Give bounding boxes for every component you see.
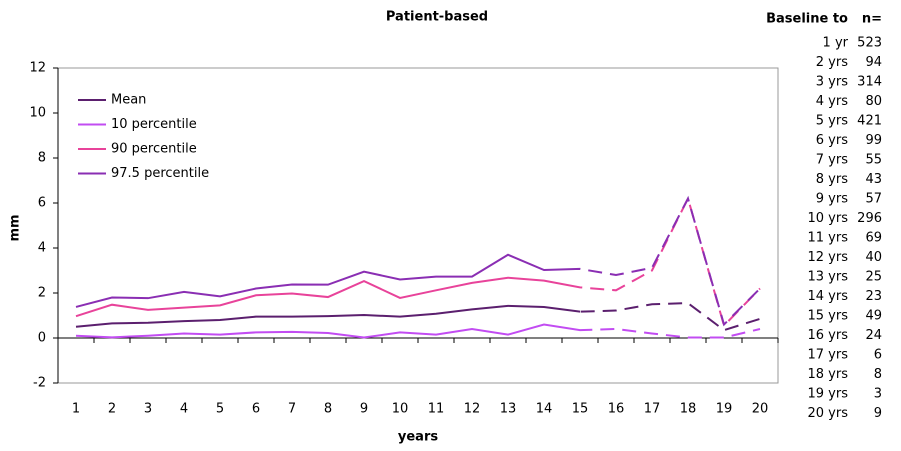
table-cell: 1 yr (823, 36, 849, 51)
table-cell: 24 (865, 328, 882, 343)
x-tick-label: 11 (428, 402, 445, 417)
table-cell: 80 (865, 94, 882, 109)
legend-label: 97.5 percentile (111, 166, 209, 181)
table-cell: 9 yrs (816, 192, 848, 207)
y-tick-label: 0 (38, 331, 46, 346)
table-cell: 40 (865, 250, 882, 265)
table-cell: 17 yrs (808, 348, 849, 363)
y-tick-label: 4 (38, 241, 46, 256)
x-tick-label: 6 (252, 402, 260, 417)
table-cell: 3 yrs (816, 75, 848, 90)
x-tick-label: 5 (216, 402, 224, 417)
table-cell: 14 yrs (808, 289, 849, 304)
x-tick-label: 9 (360, 402, 368, 417)
y-tick-label: -2 (33, 376, 46, 391)
table-cell: 99 (865, 133, 882, 148)
table-cell: 8 yrs (816, 172, 848, 187)
y-tick-label: 12 (29, 61, 46, 76)
table-cell: 13 yrs (808, 270, 849, 285)
x-tick-label: 16 (608, 402, 625, 417)
table-cell: 23 (865, 289, 882, 304)
table-header: n= (862, 12, 882, 27)
x-tick-label: 19 (716, 402, 733, 417)
x-tick-label: 7 (288, 402, 296, 417)
x-tick-label: 4 (180, 402, 188, 417)
y-tick-label: 8 (38, 151, 46, 166)
table-cell: 7 yrs (816, 153, 848, 168)
table-cell: 18 yrs (808, 367, 849, 382)
series-line (75, 253, 580, 308)
table-cell: 314 (857, 75, 882, 90)
y-axis-label: mm (8, 214, 23, 241)
series-line-dashed (580, 327, 761, 339)
table-cell: 296 (857, 211, 882, 226)
chart-title: Patient-based (386, 10, 488, 25)
table-cell: 5 yrs (816, 114, 848, 129)
series-line-dashed (580, 195, 761, 328)
x-tick-label: 3 (144, 402, 152, 417)
x-tick-label: 1 (72, 402, 80, 417)
table-cell: 19 yrs (808, 387, 849, 402)
table-cell: 49 (865, 309, 882, 324)
table-cell: 16 yrs (808, 328, 849, 343)
series-line (75, 323, 580, 339)
x-tick-label: 12 (464, 402, 481, 417)
table-cell: 94 (865, 55, 882, 70)
table-cell: 11 yrs (808, 231, 849, 246)
table-cell: 43 (865, 172, 882, 187)
x-tick-label: 13 (500, 402, 517, 417)
x-tick-label: 17 (644, 402, 661, 417)
x-tick-label: 18 (680, 402, 697, 417)
table-cell: 8 (874, 367, 882, 382)
table-cell: 25 (865, 270, 882, 285)
table-cell: 523 (857, 36, 882, 51)
legend-label: 10 percentile (111, 117, 197, 132)
series-line (75, 276, 580, 318)
table-cell: 6 yrs (816, 133, 848, 148)
table-cell: 12 yrs (808, 250, 849, 265)
table-header: Baseline to (766, 12, 848, 27)
table-cell: 9 (874, 406, 882, 421)
table-cell: 57 (865, 192, 882, 207)
x-tick-label: 20 (752, 402, 769, 417)
x-tick-label: 8 (324, 402, 332, 417)
table-cell: 6 (874, 348, 882, 363)
legend-label: Mean (111, 93, 146, 108)
legend-label: 90 percentile (111, 142, 197, 157)
y-tick-label: 2 (38, 286, 46, 301)
table-cell: 4 yrs (816, 94, 848, 109)
y-tick-label: 10 (29, 106, 46, 121)
x-tick-label: 2 (108, 402, 116, 417)
x-axis-label: years (398, 430, 438, 445)
x-tick-label: 15 (572, 402, 589, 417)
table-cell: 55 (865, 153, 882, 168)
table-cell: 69 (865, 231, 882, 246)
table-cell: 2 yrs (816, 55, 848, 70)
x-tick-label: 10 (392, 402, 409, 417)
y-tick-label: 6 (38, 196, 46, 211)
x-tick-label: 14 (536, 402, 553, 417)
series-line (75, 304, 580, 328)
table-cell: 15 yrs (808, 309, 849, 324)
table-cell: 421 (857, 114, 882, 129)
table-cell: 3 (874, 387, 882, 402)
table-cell: 10 yrs (808, 211, 849, 226)
table-cell: 20 yrs (808, 406, 849, 421)
